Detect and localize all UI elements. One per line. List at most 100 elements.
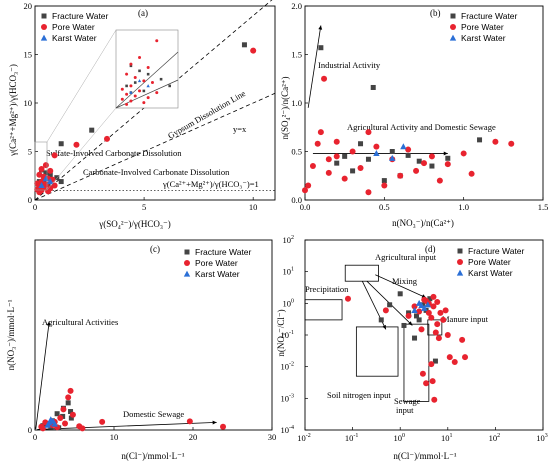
panel-d-point-pore (462, 354, 469, 361)
panel-a-legend-marker-fracture (41, 13, 47, 19)
panel-b-point-pore (349, 148, 356, 155)
panel-d-point-pore (444, 332, 451, 338)
panel-c-point-pore (79, 425, 86, 432)
panel-b-point-karst (389, 154, 396, 161)
panel-a-inset-point-fracture (142, 89, 146, 93)
panel-d-point-pore (344, 295, 351, 302)
panel-a-carbonate-label: Carbonate-Involved Carbonate Dissolution (83, 167, 230, 177)
panel-d-xtick-exponent: 3 (545, 433, 548, 439)
panel-b-legend-marker-fracture (450, 13, 456, 19)
panel-a-point-fracture (58, 141, 64, 147)
panel-c-agri-arrow (35, 321, 50, 429)
panel-a-sulfate-label: Sulfate-Involved Carbonate Dissolution (46, 148, 182, 158)
panel-b-point-pore (314, 140, 321, 147)
panel-c-agri-arrow-head (46, 321, 51, 326)
panel-c-point-pore (67, 387, 74, 394)
panel-d-box-1 (304, 299, 343, 321)
panel-d-mixing-arrow-1-head (382, 324, 386, 330)
panel-c-ylabel: n(NO₃⁻)/mmol·L⁻¹ (6, 299, 16, 370)
panel-d-legend-pore: Pore Water (468, 257, 511, 267)
panel-d-mixing-label: Mixing (392, 276, 418, 286)
panel-d-xtick-exponent: 2 (497, 433, 500, 439)
panel-b-point-pore (317, 129, 324, 136)
panel-a-inset-point-pore (120, 87, 124, 91)
panel-b-point-fracture (381, 178, 387, 184)
panel-b-point-pore (325, 156, 332, 163)
panel-a-inset-point-pore (155, 39, 159, 43)
panel-a-inset-point-karst (129, 90, 133, 94)
panel-d-point-fracture (420, 302, 426, 308)
panel-d-ytick-label: 10-1 (281, 330, 295, 340)
panel-b-point-pore (365, 189, 372, 196)
panel-d-point-pore (428, 361, 435, 368)
panel-a-point-pore (104, 135, 110, 142)
panel-d-point-fracture (427, 296, 433, 302)
panel-a-point-pore (42, 162, 49, 169)
panel-d-point-pore (430, 293, 437, 300)
panel-a-legend-fracture: Fracture Water (52, 11, 109, 21)
panel-c-tag: (c) (150, 244, 160, 254)
panel-b-point-fracture (342, 153, 348, 159)
panel-d-point-pore (434, 299, 441, 306)
panel-b-point-karst (400, 143, 407, 150)
panel-b-point-pore (373, 143, 380, 150)
panel-a-ytick-label: 10 (24, 98, 33, 108)
panel-b-legend-karst: Karst Water (461, 33, 506, 43)
panel-b-agri-label: Agricultural Activity and Domestic Sewag… (347, 122, 496, 132)
panel-c-point-karst (44, 421, 51, 428)
panel-c-legend-karst: Karst Water (195, 269, 240, 279)
panel-c-point-fracture (54, 411, 60, 417)
panel-c-agri-label: Agricultural Activities (42, 317, 118, 327)
panel-c-domestic-arrow (37, 422, 217, 430)
panel-b-industrial-arrow-head (318, 25, 323, 30)
panel-a-point-fracture (58, 179, 64, 185)
panel-c-frame (34, 239, 273, 431)
panel-d: n(NO₃⁻/Cl⁻) n(Cl⁻)/mmol·L⁻¹ 10-2 10-1 100 1… (276, 235, 548, 461)
panel-b-point-pore (444, 161, 451, 168)
panel-d-point-pore (419, 370, 426, 377)
panel-b-point-fracture (445, 155, 451, 161)
panel-d-point-karst (418, 302, 425, 309)
panel-b-point-pore (357, 164, 364, 171)
panel-d-xlabel: n(Cl⁻)/mmol·L⁻¹ (393, 451, 456, 461)
panel-b-xlabel: n(NO₃⁻)/n(Ca²⁺) (392, 218, 454, 228)
panel-a-point-fracture (241, 42, 247, 48)
panel-b-ytick-label: 1.5 (291, 50, 302, 60)
panel-a-ytick-label: 15 (24, 50, 33, 60)
panel-a-inset-point-fracture (129, 64, 133, 68)
panel-b-ytick-label: 2.0 (291, 1, 302, 11)
panel-a-inset-gypsum-line (115, 51, 179, 109)
panel-a-inset-point-pore (155, 91, 159, 95)
panel-a-inset-point-pore (125, 102, 129, 106)
panel-c-xtick-label: 10 (110, 432, 119, 442)
panel-a-point-fracture (54, 175, 60, 181)
panel-b-point-pore (397, 172, 404, 179)
panel-b-point-pore (302, 187, 308, 194)
panel-b-tag: (b) (430, 8, 441, 18)
panel-c-point-fracture (68, 409, 74, 415)
panel-b-legend-marker-karst (449, 34, 457, 41)
panel-d-ytick-label: 10-4 (281, 425, 295, 435)
panel-d-xtick-exponent: -1 (353, 433, 358, 439)
panel-d-point-pore (382, 307, 389, 314)
panel-b-point-fracture (477, 137, 483, 143)
panel-d-tag: (d) (425, 244, 436, 254)
panel-a-inset-point-pore (129, 62, 133, 66)
panel-d-box-label-0: Agricultural input (375, 252, 437, 262)
panel-d-xtick-label: 10-1 (345, 433, 359, 443)
panel-d-ytick-exponent: -1 (289, 330, 294, 336)
panel-c-point-pore (186, 418, 193, 425)
panel-a-zoom-box (34, 141, 48, 191)
panel-b-industrial-label: Industrial Activity (318, 60, 381, 70)
panel-c-domestic-label: Domestic Sewage (123, 409, 184, 419)
panel-a-xtick-label: 10 (249, 202, 258, 212)
panel-c-point-pore (39, 425, 46, 432)
panel-b-legend-marker-pore (450, 24, 456, 30)
panel-b-point-fracture (358, 141, 364, 147)
panel-b-point-fracture (350, 168, 356, 174)
panel-a-point-karst (38, 182, 45, 189)
panel-a-point-pore (36, 189, 43, 196)
panel-d-point-pore (459, 336, 466, 343)
panel-d-mixing-arrow-2-head (408, 321, 413, 326)
panel-d-box-label-3: Soil nitrogen input (327, 390, 391, 400)
